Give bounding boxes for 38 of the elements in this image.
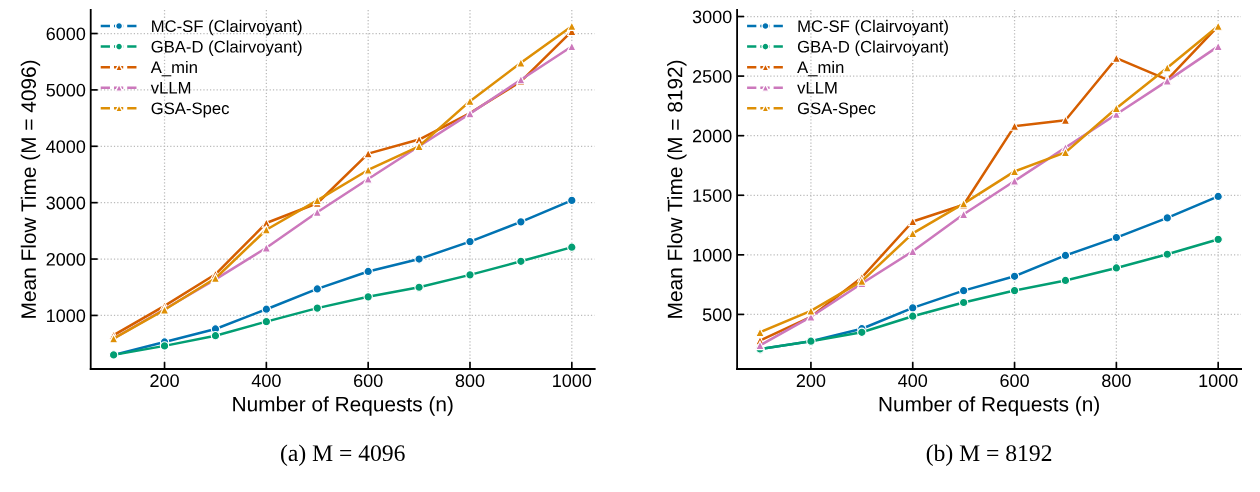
text: (a) M = 4096 xyxy=(281,444,405,466)
y-tick-label: 4000 xyxy=(46,140,86,154)
y-tick-label: 2500 xyxy=(692,70,732,83)
x-tick-label: 800 xyxy=(455,374,485,388)
x-tick-label: 1000 xyxy=(1199,374,1238,388)
legend-label: GBA-D (Clairvoyant) xyxy=(797,40,948,56)
x-tick-label: 400 xyxy=(251,374,281,388)
x-tick-label: 600 xyxy=(1000,374,1029,388)
y-tick-label: 3000 xyxy=(692,10,732,24)
y-tick-label: 2000 xyxy=(46,252,86,266)
legend-label: MC-SF (Clairvoyant) xyxy=(798,19,948,36)
legend-label: MC-SF (Clairvoyant) xyxy=(152,19,302,36)
y-axis-title: Mean Flow Time (M = 4096) xyxy=(20,60,41,318)
x-axis-title: Number of Requests (n) xyxy=(233,396,453,416)
text: (b) M = 8192 xyxy=(926,444,1052,466)
y-tick-label: 2000 xyxy=(692,129,732,143)
legend-label: A_min xyxy=(797,60,844,77)
x-tick-label: 400 xyxy=(898,374,928,388)
x-tick-label: 800 xyxy=(1102,374,1131,388)
y-tick-label: 5000 xyxy=(46,83,86,97)
x-tick-label: 200 xyxy=(150,374,179,388)
legend-label: vLLM xyxy=(797,82,837,94)
y-tick-label: 3000 xyxy=(46,196,86,210)
y-axis-title: Mean Flow Time (M = 8192) xyxy=(667,60,687,318)
legend-label: GBA-D (Clairvoyant) xyxy=(151,40,302,56)
y-tick-label: 500 xyxy=(702,308,732,322)
y-tick-label: 1000 xyxy=(47,309,86,323)
y-tick-label: 6000 xyxy=(46,27,86,41)
legend-label: vLLM xyxy=(150,82,191,94)
x-tick-label: 600 xyxy=(354,374,383,388)
y-tick-label: 1500 xyxy=(693,189,732,202)
legend-label: GSA-Spec xyxy=(151,102,230,118)
y-tick-label: 1000 xyxy=(693,248,732,262)
legend-label: GSA-Spec xyxy=(797,102,876,118)
x-axis-title: Number of Requests (n) xyxy=(879,396,1099,416)
x-tick-label: 200 xyxy=(796,374,826,388)
x-tick-label: 1000 xyxy=(553,374,592,388)
legend-label: A_min xyxy=(150,60,197,77)
